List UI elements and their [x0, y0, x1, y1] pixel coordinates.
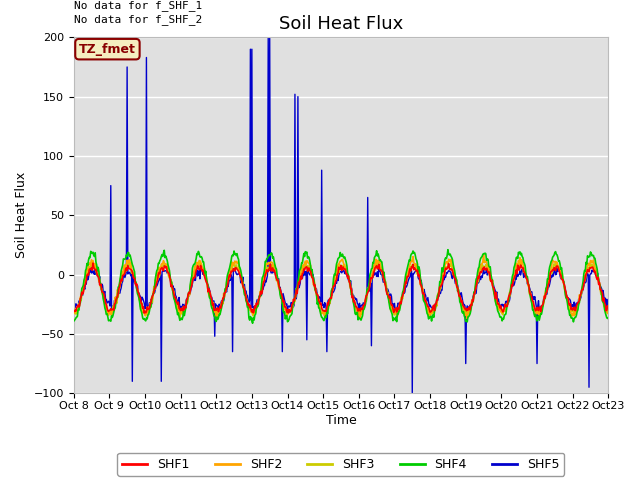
SHF4: [438, 265, 446, 271]
SHF1: [212, 307, 220, 313]
SHF5: [187, 286, 195, 291]
Line: SHF1: SHF1: [74, 263, 608, 313]
SHF4: [557, 266, 564, 272]
SHF3: [188, 281, 196, 287]
SHF1: [557, 272, 564, 278]
SHF4: [187, 276, 195, 282]
SHF3: [439, 273, 447, 279]
SHF1: [70, 308, 77, 313]
SHF5: [264, 35, 272, 40]
SHF1: [439, 279, 447, 285]
Title: Soil Heat Flux: Soil Heat Flux: [279, 15, 403, 33]
SHF5: [557, 276, 564, 282]
SHF2: [210, 308, 218, 314]
SHF2: [557, 272, 564, 277]
SHF5: [70, 304, 77, 310]
SHF2: [437, 279, 445, 285]
SHF2: [463, 316, 471, 322]
SHF2: [385, 293, 392, 299]
Line: SHF3: SHF3: [74, 261, 608, 319]
SHF1: [334, 271, 342, 276]
SHF5: [385, 294, 393, 300]
SHF5: [333, 275, 341, 280]
SHF2: [187, 279, 195, 285]
Line: SHF5: SHF5: [74, 37, 608, 393]
SHF3: [604, 310, 612, 316]
SHF1: [89, 260, 97, 266]
X-axis label: Time: Time: [326, 414, 356, 427]
SHF1: [386, 294, 394, 300]
SHF4: [70, 318, 77, 324]
SHF2: [333, 267, 340, 273]
SHF5: [408, 390, 416, 396]
SHF5: [439, 279, 447, 285]
Legend: SHF1, SHF2, SHF3, SHF4, SHF5: SHF1, SHF2, SHF3, SHF4, SHF5: [118, 453, 564, 476]
SHF1: [140, 310, 148, 316]
Line: SHF2: SHF2: [74, 254, 608, 319]
Text: No data for f_SHF_1: No data for f_SHF_1: [74, 0, 202, 11]
SHF2: [70, 311, 77, 317]
SHF3: [196, 258, 204, 264]
Text: No data for f_SHF_2: No data for f_SHF_2: [74, 14, 202, 25]
SHF2: [604, 310, 612, 315]
SHF4: [249, 320, 257, 326]
SHF4: [333, 259, 341, 264]
SHF5: [210, 298, 218, 304]
SHF5: [604, 302, 612, 308]
SHF3: [176, 316, 184, 322]
SHF3: [557, 271, 564, 277]
SHF4: [444, 247, 452, 252]
SHF4: [604, 316, 612, 322]
Y-axis label: Soil Heat Flux: Soil Heat Flux: [15, 172, 28, 258]
SHF2: [480, 251, 488, 257]
SHF3: [334, 266, 342, 272]
SHF1: [604, 307, 612, 313]
SHF3: [386, 300, 394, 305]
Text: TZ_fmet: TZ_fmet: [79, 43, 136, 56]
SHF4: [210, 313, 218, 319]
SHF3: [212, 307, 220, 312]
SHF4: [385, 301, 393, 307]
SHF3: [70, 306, 77, 312]
SHF1: [189, 278, 196, 284]
Line: SHF4: SHF4: [74, 250, 608, 323]
